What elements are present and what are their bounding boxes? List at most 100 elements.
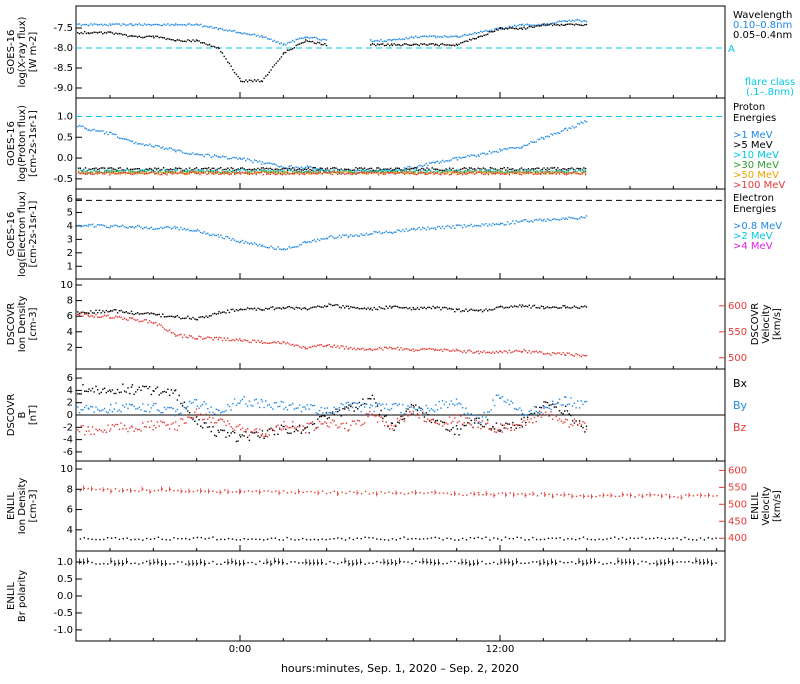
data-point: [556, 169, 557, 170]
data-point: [352, 307, 353, 308]
data-point: [413, 413, 414, 414]
data-point: [77, 406, 78, 407]
data-point: [321, 423, 322, 424]
data-point: [458, 157, 459, 158]
data-point: [497, 28, 498, 29]
data-point: [263, 309, 264, 310]
data-point: [322, 346, 323, 347]
data-point: [275, 174, 276, 175]
data-point: [512, 168, 513, 169]
data-point: [151, 36, 152, 37]
data-point: [289, 42, 290, 43]
data-point: [480, 31, 481, 32]
data-point: [373, 172, 374, 173]
data-point: [426, 170, 427, 171]
data-point: [472, 33, 473, 34]
data-point: [399, 168, 400, 169]
y-label-dscovr_density-2: [cm-3]: [28, 307, 39, 340]
data-point: [302, 538, 303, 539]
data-point: [220, 167, 221, 168]
data-point: [559, 219, 560, 220]
data-point: [424, 228, 425, 229]
data-point: [413, 228, 414, 229]
data-point: [173, 490, 174, 491]
data-point: [97, 169, 98, 170]
data-point: [254, 242, 255, 243]
data-point: [211, 26, 212, 27]
data-point: [103, 539, 104, 540]
data-point: [539, 411, 540, 412]
data-point: [395, 306, 396, 307]
data-point: [104, 430, 105, 431]
data-point: [142, 25, 143, 26]
data-point: [457, 174, 458, 175]
data-point: [142, 403, 143, 404]
data-point: [334, 414, 335, 415]
data-point: [641, 537, 642, 538]
y-label-right-dscovr_density-1: Velocity: [761, 304, 772, 343]
data-point: [502, 352, 503, 353]
data-point: [487, 225, 488, 226]
y-label-proton-1: log(Proton flux): [17, 105, 28, 182]
data-point: [504, 401, 505, 402]
data-point: [432, 410, 433, 411]
data-point: [456, 171, 457, 172]
data-point: [194, 41, 195, 42]
data-point: [582, 25, 583, 26]
data-point: [128, 170, 129, 171]
data-point: [517, 222, 518, 223]
data-point: [339, 410, 340, 411]
data-point: [146, 173, 147, 174]
y-tick-label-dscovr_b-5: -4: [63, 435, 73, 446]
data-point: [281, 343, 282, 344]
data-point: [552, 306, 553, 307]
data-point: [95, 429, 96, 430]
data-point: [94, 168, 95, 169]
data-point: [469, 34, 470, 35]
data-point: [222, 155, 223, 156]
data-point: [218, 168, 219, 169]
data-point: [275, 173, 276, 174]
data-point: [470, 537, 471, 538]
data-point: [250, 308, 251, 309]
data-point: [319, 344, 320, 345]
data-point: [519, 425, 520, 426]
data-point: [112, 424, 113, 425]
data-point: [391, 43, 392, 44]
data-point: [158, 537, 159, 538]
data-point: [277, 246, 278, 247]
data-point: [159, 394, 160, 395]
data-point: [370, 404, 371, 405]
data-point: [556, 219, 557, 220]
data-point: [140, 390, 141, 391]
data-point: [509, 307, 510, 308]
data-point: [283, 44, 284, 45]
data-point: [348, 429, 349, 430]
data-point: [187, 316, 188, 317]
data-point: [247, 539, 248, 540]
data-point: [138, 491, 139, 492]
data-point: [249, 435, 250, 436]
data-point: [365, 491, 366, 492]
data-point: [431, 43, 432, 44]
data-point: [328, 172, 329, 173]
data-point: [337, 171, 338, 172]
data-point: [525, 24, 526, 25]
y-tick-label-proton-1: 0.5: [57, 132, 73, 143]
data-point: [580, 495, 581, 496]
data-point: [579, 308, 580, 309]
data-point: [472, 173, 473, 174]
data-point: [537, 139, 538, 140]
data-point: [187, 24, 188, 25]
data-point: [359, 236, 360, 237]
data-point: [309, 308, 310, 309]
data-point: [561, 421, 562, 422]
data-point: [234, 398, 235, 399]
data-point: [374, 44, 375, 45]
data-point: [487, 34, 488, 35]
data-point: [274, 40, 275, 41]
data-point: [88, 408, 89, 409]
data-point: [292, 403, 293, 404]
data-point: [377, 40, 378, 41]
data-point: [324, 345, 325, 346]
